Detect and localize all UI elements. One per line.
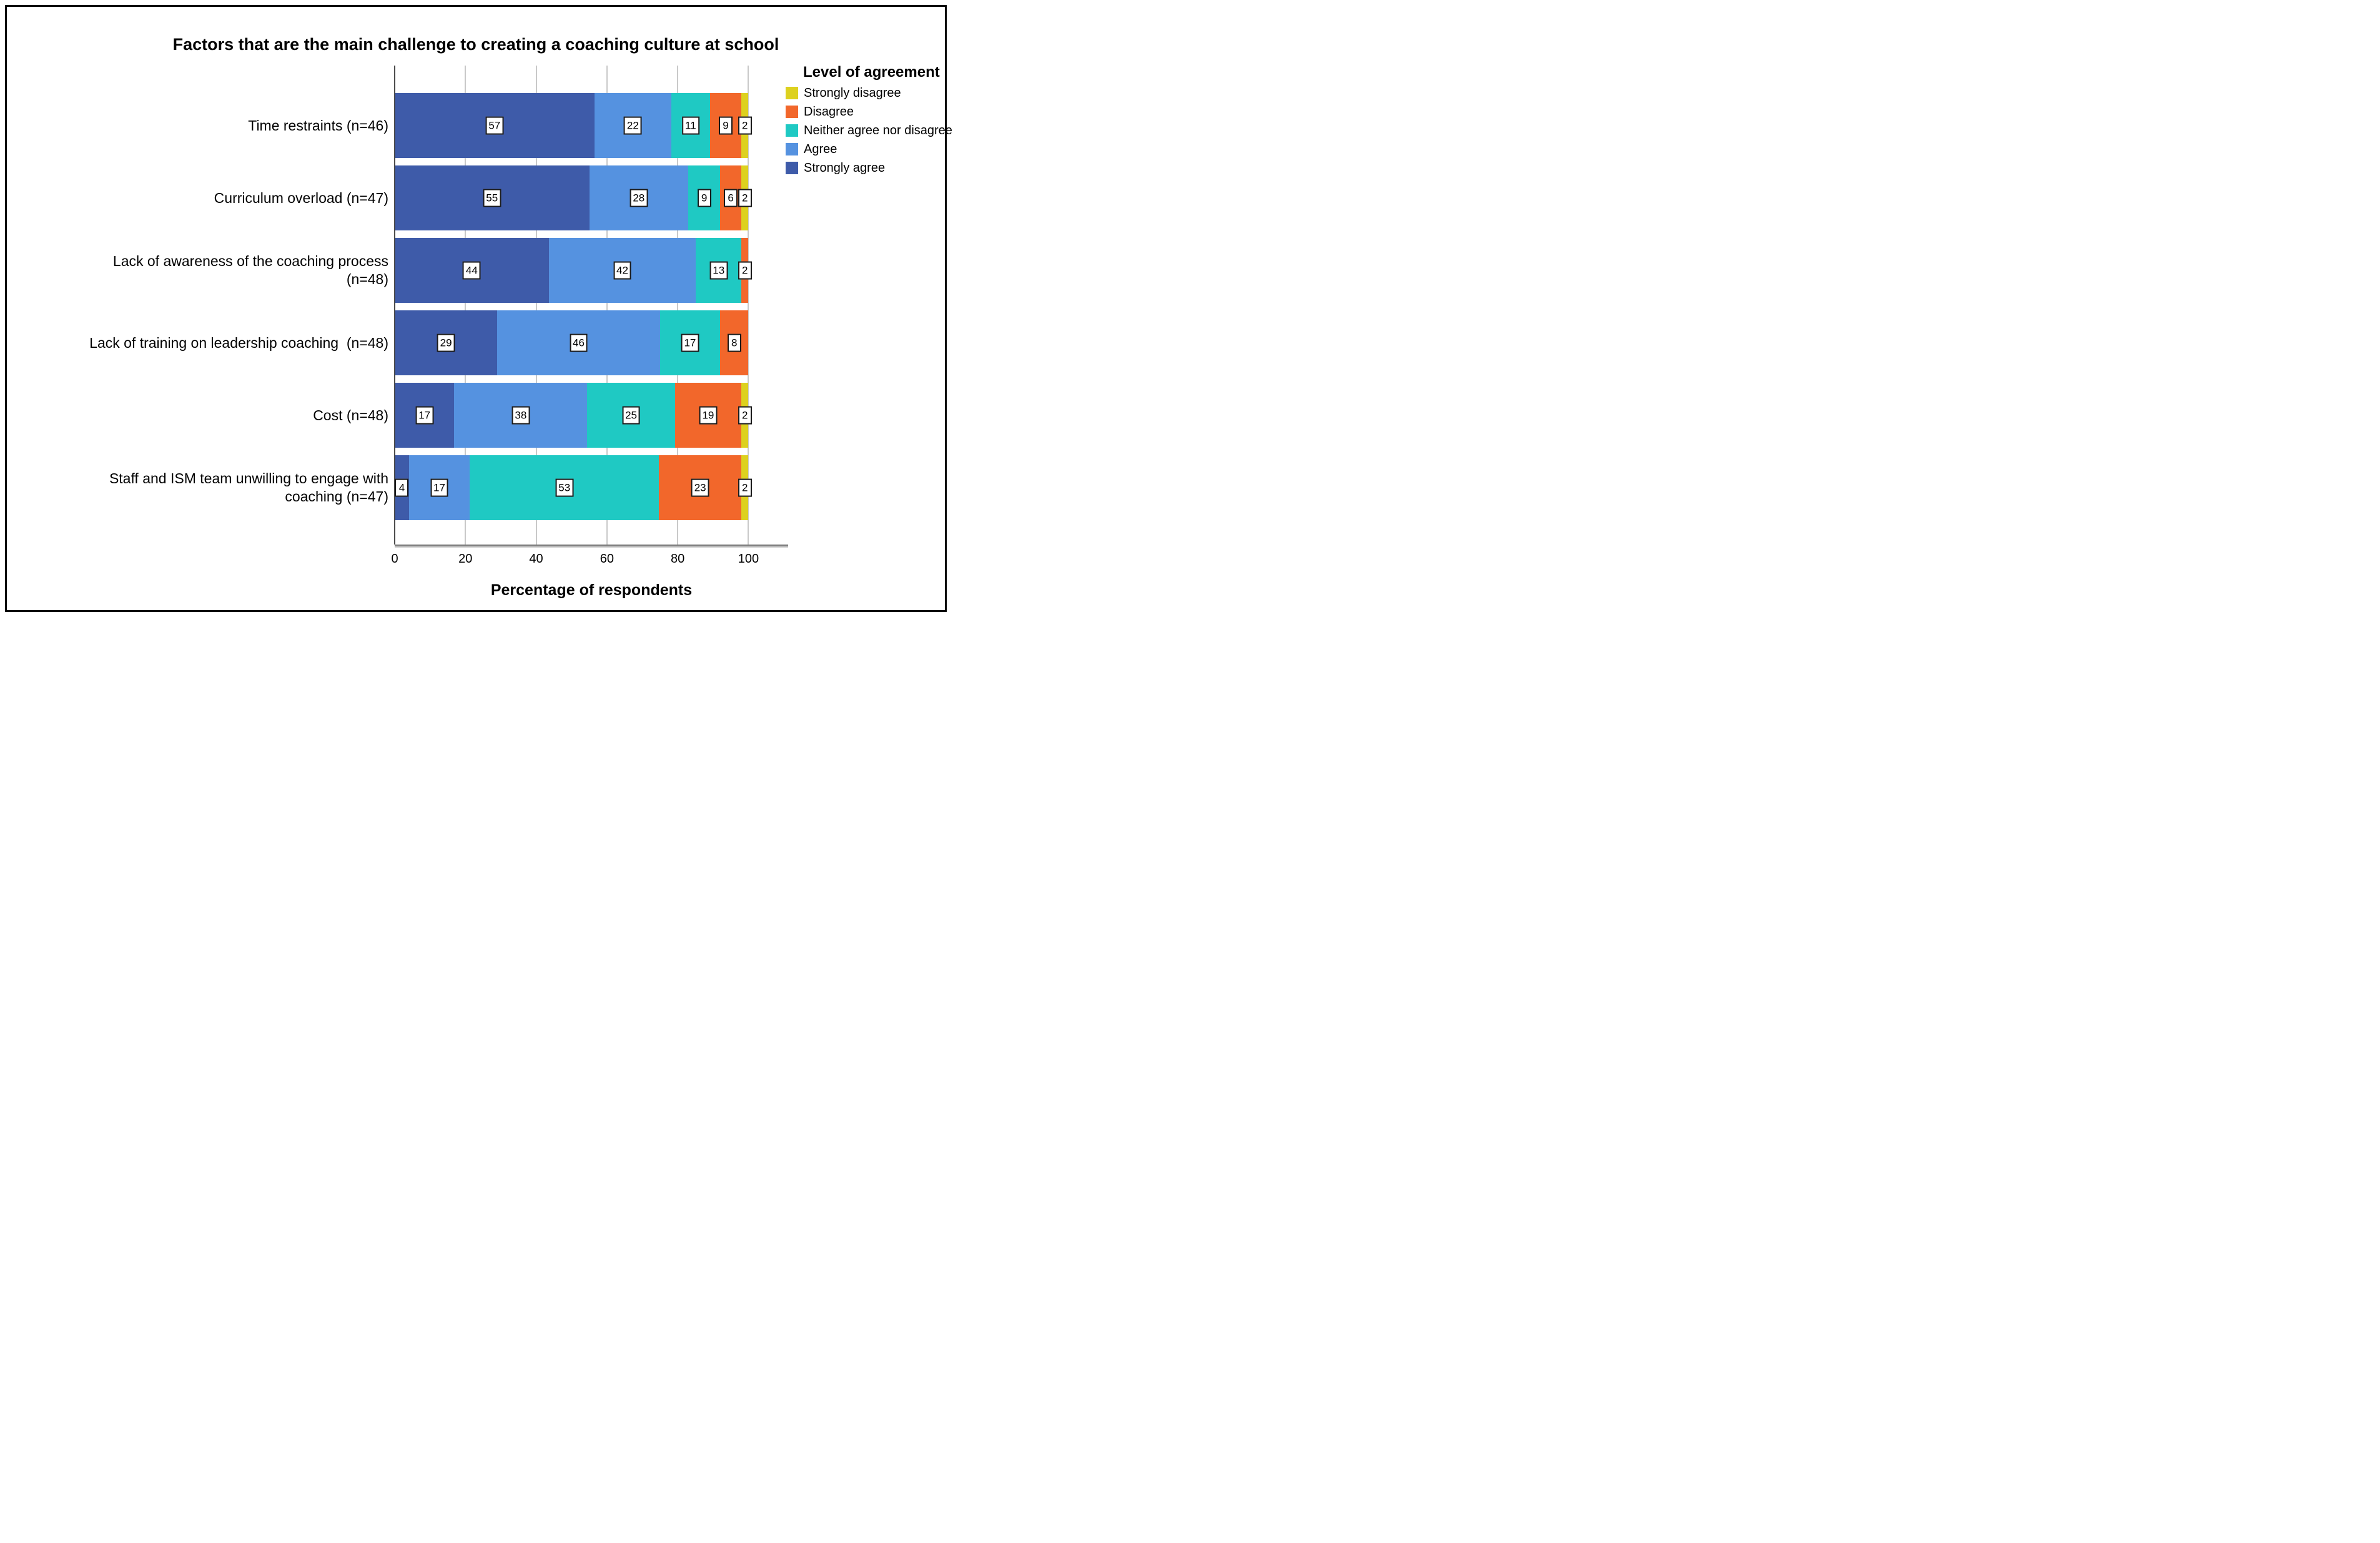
x-tick-label-80: 80 xyxy=(670,552,685,566)
legend-swatch-icon xyxy=(786,143,798,155)
gridline-60 xyxy=(606,66,608,545)
chart-page: { "chart_data": { "type": "bar", "orient… xyxy=(0,0,952,617)
value-label: 2 xyxy=(738,261,752,280)
legend-item-label: Strongly disagree xyxy=(804,86,901,100)
legend-item: Strongly agree xyxy=(786,159,948,177)
bar-row: 4 17 53 23 2 xyxy=(395,455,788,520)
legend-item-label: Strongly agree xyxy=(804,160,886,175)
value-label: 42 xyxy=(613,261,631,280)
value-label: 17 xyxy=(430,478,448,497)
category-label-line: Lack of awareness of the coaching proces… xyxy=(112,253,388,270)
x-tick-label-40: 40 xyxy=(529,552,543,566)
category-label-line: Staff and ISM team unwilling to engage w… xyxy=(109,470,388,487)
value-label: 46 xyxy=(570,333,588,352)
bar-row: 17 38 25 19 2 xyxy=(395,383,788,448)
x-tick-label-100: 100 xyxy=(738,552,759,566)
value-label: 8 xyxy=(727,333,741,352)
x-tick-label-20: 20 xyxy=(458,552,473,566)
value-label: 2 xyxy=(738,116,752,135)
category-label: Lack of training on leadership coaching … xyxy=(12,310,388,375)
legend-title: Level of agreement xyxy=(803,64,940,81)
y-axis-line xyxy=(394,66,395,545)
legend-items: Strongly disagree Disagree Neither agree n… xyxy=(786,84,952,177)
legend-item: Agree xyxy=(786,140,948,159)
x-axis-line xyxy=(395,545,788,546)
bar-row: 55 28 9 6 2 xyxy=(395,165,788,230)
category-label: Cost (n=48) xyxy=(12,383,388,448)
category-label: Time restraints (n=46) xyxy=(12,93,388,158)
legend-item-label: Neither agree nor disagree xyxy=(804,123,952,137)
value-label: 22 xyxy=(623,116,642,135)
gridline-20 xyxy=(465,66,467,545)
value-label: 17 xyxy=(681,333,699,352)
x-tick-label-60: 60 xyxy=(600,552,614,566)
gridline-100 xyxy=(748,66,749,545)
value-label: 9 xyxy=(697,189,711,207)
gridline-40 xyxy=(535,66,537,545)
category-label: Curriculum overload (n=47) xyxy=(12,165,388,230)
value-label: 6 xyxy=(724,189,738,207)
legend-item: Neither agree nor disagree xyxy=(786,121,952,140)
value-label: 9 xyxy=(718,116,733,135)
bar-row: 29 46 17 8 xyxy=(395,310,788,375)
legend-item: Disagree xyxy=(786,102,948,121)
value-label: 4 xyxy=(395,478,409,497)
bar-row: 44 42 13 2 xyxy=(395,238,788,303)
value-label: 57 xyxy=(485,116,504,135)
x-axis-title: Percentage of respondents xyxy=(490,581,693,599)
value-label: 38 xyxy=(511,406,530,425)
value-label: 28 xyxy=(630,189,648,207)
value-label: 55 xyxy=(483,189,501,207)
legend-item-label: Agree xyxy=(804,142,837,156)
category-label-line: Time restraints (n=46) xyxy=(248,117,388,134)
value-label: 2 xyxy=(738,478,752,497)
value-label: 19 xyxy=(699,406,718,425)
legend-item-label: Disagree xyxy=(804,104,854,119)
value-label: 2 xyxy=(738,406,752,425)
category-label: Lack of awareness of the coaching proces… xyxy=(12,238,388,303)
legend-swatch-icon xyxy=(786,162,798,174)
legend-swatch-icon xyxy=(786,106,798,118)
x-tick-label-0: 0 xyxy=(391,552,398,566)
value-label: 25 xyxy=(622,406,640,425)
value-label: 13 xyxy=(709,261,728,280)
legend-swatch-icon xyxy=(786,87,798,99)
category-label-line: coaching (n=47) xyxy=(285,488,388,505)
value-label: 53 xyxy=(555,478,574,497)
legend-item: Strongly disagree xyxy=(786,84,948,102)
bar-row: 57 22 11 9 2 xyxy=(395,93,788,158)
value-label: 44 xyxy=(462,261,481,280)
category-label-line: (n=48) xyxy=(346,271,388,287)
value-label: 23 xyxy=(691,478,709,497)
chart-title: Factors that are the main challenge to c… xyxy=(172,35,779,54)
legend-swatch-icon xyxy=(786,124,798,137)
legend: Level of agreement Strongly disagree Disa… xyxy=(786,64,952,177)
category-label: Staff and ISM team unwilling to engage w… xyxy=(12,455,388,520)
value-label: 11 xyxy=(682,116,699,135)
category-label-line: Cost (n=48) xyxy=(313,407,388,423)
value-label: 17 xyxy=(415,406,434,425)
category-label-line: Curriculum overload (n=47) xyxy=(214,189,388,206)
value-label: 29 xyxy=(437,333,455,352)
category-label-line: Lack of training on leadership coaching … xyxy=(89,334,388,351)
plot-area: 57 22 11 9 2 55 28 9 6 2 44 42 13 2 29 46 17 8 17 38 25 19 2 4 1… xyxy=(394,66,788,545)
value-label: 2 xyxy=(738,189,752,207)
gridline-80 xyxy=(677,66,679,545)
